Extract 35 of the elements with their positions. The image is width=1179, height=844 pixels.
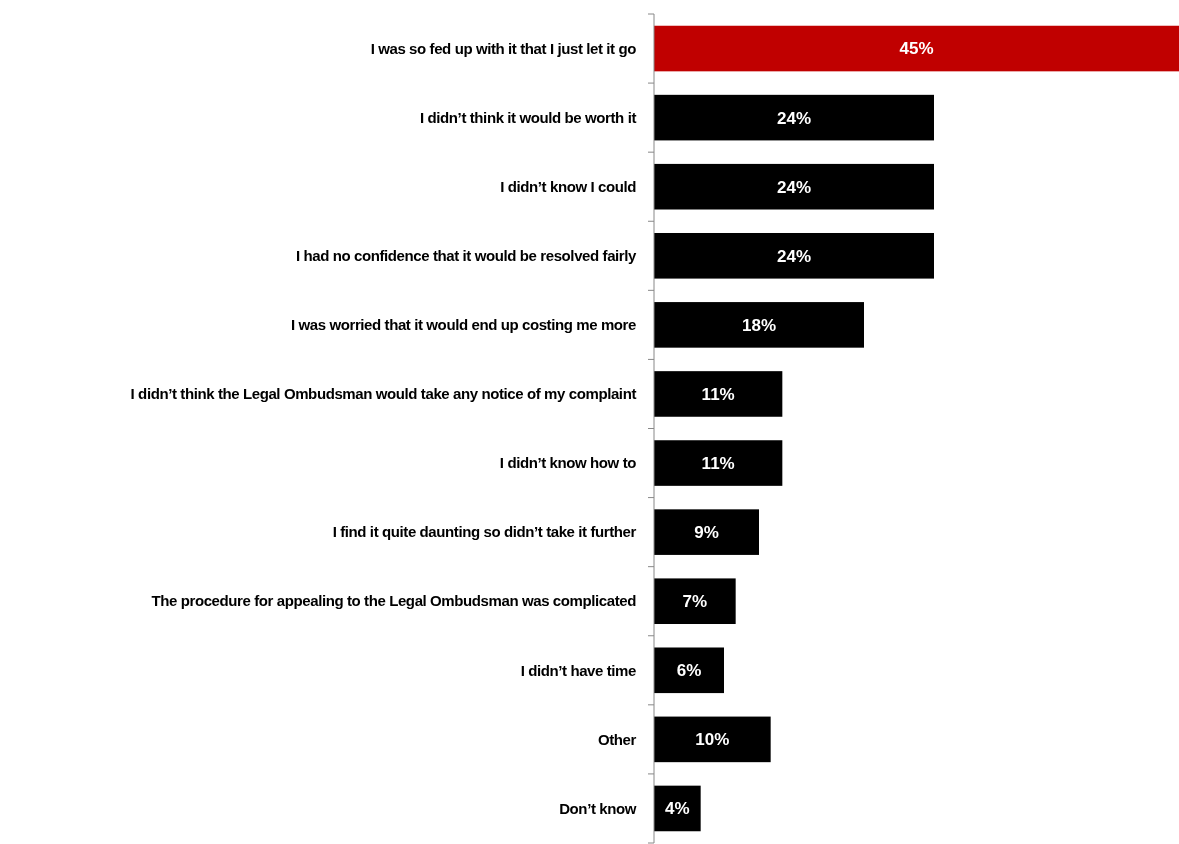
bar: [654, 440, 783, 486]
y-tick-label: Don’t know: [559, 799, 637, 817]
bar: [654, 509, 759, 555]
bar: [654, 25, 1179, 72]
data-label: 10%: [695, 730, 730, 750]
data-label: 6%: [676, 661, 702, 681]
y-tick-label: I was worried that it would end up costing me more: [290, 316, 637, 334]
data-label: 24%: [776, 246, 812, 266]
data-label: 45%: [899, 39, 934, 59]
y-tick-label: I find it quite daunting so didn’t take it further: [332, 523, 637, 541]
bar: [654, 647, 724, 694]
y-tick-label: I didn’t think the Legal Ombudsman would take any notice of my complaint: [130, 385, 637, 403]
bar: [654, 371, 783, 417]
data-label: 7%: [682, 592, 708, 612]
bar: [654, 163, 934, 210]
data-label: 24%: [776, 108, 812, 128]
bar: [654, 716, 771, 763]
y-tick-label: I had no confidence that it would be resolved fairly: [295, 247, 638, 265]
y-tick-label: I didn’t think it would be worth it: [420, 108, 637, 126]
y-tick-label: I didn’t know how to: [499, 454, 637, 472]
data-label: 4%: [665, 799, 690, 819]
bar: [654, 578, 736, 625]
y-tick-label: I didn’t have time: [520, 661, 637, 679]
y-tick-label: The procedure for appealing to the Legal Ombudsman was complicated: [151, 592, 637, 610]
bar: [654, 302, 864, 348]
data-label: 9%: [694, 523, 719, 543]
bar: [654, 94, 934, 141]
y-tick-label: Other: [597, 730, 637, 748]
data-label: 24%: [776, 177, 812, 197]
y-tick-label: I was so fed up with it that I just let it go: [370, 39, 637, 57]
data-label: 11%: [701, 453, 735, 473]
bar: [654, 232, 934, 279]
data-label: 11%: [701, 384, 735, 404]
data-label: 18%: [741, 315, 777, 335]
y-tick-label: I didn’t know I could: [500, 177, 637, 195]
